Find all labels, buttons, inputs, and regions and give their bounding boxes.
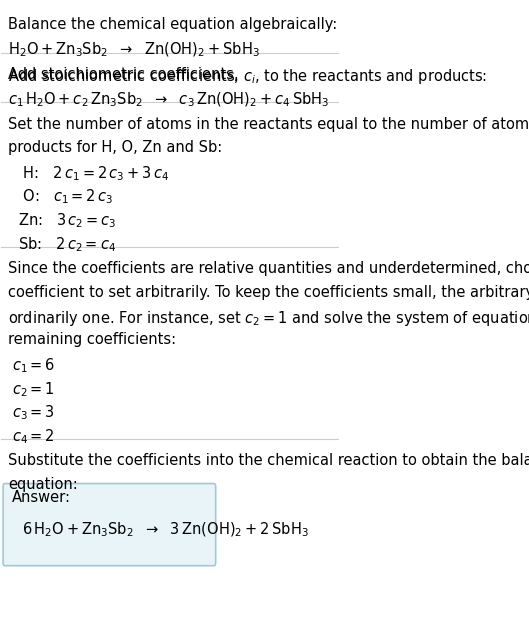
Text: $\mathregular{H_2O + Zn_3Sb_2}$  $\rightarrow$  $\mathregular{Zn(OH)_2 + SbH_3}$: $\mathregular{H_2O + Zn_3Sb_2}$ $\righta…: [8, 41, 260, 59]
Text: $c_3 = 3$: $c_3 = 3$: [12, 404, 54, 423]
Text: products for H, O, Zn and Sb:: products for H, O, Zn and Sb:: [8, 140, 222, 155]
Text: Sb:   $2\,c_2 = c_4$: Sb: $2\,c_2 = c_4$: [19, 235, 116, 254]
Text: $c_2 = 1$: $c_2 = 1$: [12, 380, 54, 399]
Text: $c_1 = 6$: $c_1 = 6$: [12, 356, 55, 375]
Text: H:   $2\,c_1 = 2\,c_3 + 3\,c_4$: H: $2\,c_1 = 2\,c_3 + 3\,c_4$: [19, 164, 170, 182]
Text: Answer:: Answer:: [12, 490, 70, 505]
Text: O:   $c_1 = 2\,c_3$: O: $c_1 = 2\,c_3$: [19, 187, 114, 206]
Text: coefficient to set arbitrarily. To keep the coefficients small, the arbitrary va: coefficient to set arbitrarily. To keep …: [8, 285, 529, 300]
Text: Zn:   $3\,c_2 = c_3$: Zn: $3\,c_2 = c_3$: [19, 211, 117, 230]
Text: ordinarily one. For instance, set $c_2 = 1$ and solve the system of equations fo: ordinarily one. For instance, set $c_2 =…: [8, 308, 529, 328]
Text: remaining coefficients:: remaining coefficients:: [8, 332, 176, 347]
Text: equation:: equation:: [8, 477, 78, 492]
Text: Add stoichiometric coefficients,: Add stoichiometric coefficients,: [8, 67, 243, 82]
Text: $c_4 = 2$: $c_4 = 2$: [12, 428, 54, 446]
Text: Substitute the coefficients into the chemical reaction to obtain the balanced: Substitute the coefficients into the che…: [8, 453, 529, 468]
Text: Since the coefficients are relative quantities and underdetermined, choose a: Since the coefficients are relative quan…: [8, 261, 529, 277]
Text: Balance the chemical equation algebraically:: Balance the chemical equation algebraica…: [8, 17, 338, 32]
FancyBboxPatch shape: [3, 483, 216, 566]
Text: Add stoichiometric coefficients, $c_i$, to the reactants and products:: Add stoichiometric coefficients, $c_i$, …: [8, 67, 487, 86]
Text: Set the number of atoms in the reactants equal to the number of atoms in the: Set the number of atoms in the reactants…: [8, 117, 529, 132]
Text: $6\,\mathregular{H_2O} + \mathregular{Zn_3Sb_2}$  $\rightarrow$  $3\,\mathregula: $6\,\mathregular{H_2O} + \mathregular{Zn…: [22, 520, 308, 539]
Text: $c_1\,\mathregular{H_2O} + c_2\,\mathregular{Zn_3Sb_2}$  $\rightarrow$  $c_3\,\m: $c_1\,\mathregular{H_2O} + c_2\,\mathreg…: [8, 90, 330, 109]
